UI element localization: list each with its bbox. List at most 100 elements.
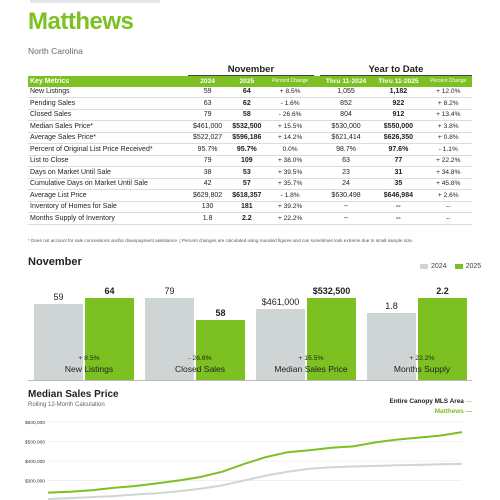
bar-cur bbox=[307, 298, 356, 380]
cell-gap bbox=[313, 86, 320, 98]
bar-prev bbox=[145, 298, 194, 380]
series-line-canopy bbox=[47, 462, 463, 500]
legend-canopy: Entire Canopy MLS Area — bbox=[389, 398, 472, 405]
cell-y24: -- bbox=[319, 212, 373, 225]
cell-gap bbox=[313, 97, 320, 110]
legend-2024: 2024 bbox=[420, 263, 447, 270]
cell-y24: 98.7% bbox=[319, 143, 373, 156]
cell-yp: -- bbox=[424, 212, 472, 225]
cell-label: List to Close bbox=[28, 155, 182, 167]
cell-gap bbox=[313, 201, 320, 213]
bar-value-label: 79 bbox=[164, 286, 175, 296]
bar-legend: 2024 2025 bbox=[420, 263, 481, 270]
cell-m25: 58 bbox=[227, 109, 267, 121]
cell-y24: 1,055 bbox=[319, 86, 373, 98]
cell-gap bbox=[182, 212, 188, 225]
cell-y25: -- bbox=[372, 212, 425, 225]
cell-m24: 63 bbox=[188, 97, 228, 110]
cell-y25: $646,984 bbox=[372, 189, 425, 202]
top-rule bbox=[30, 0, 160, 3]
bar-cur bbox=[196, 319, 245, 380]
cell-m24: 1.8 bbox=[188, 212, 228, 225]
cell-gap bbox=[182, 143, 188, 156]
cell-gap bbox=[182, 155, 188, 167]
cell-m25: $596,186 bbox=[227, 132, 267, 144]
cell-mp: + 39.2% bbox=[266, 201, 314, 213]
cell-y25: 77 bbox=[372, 155, 425, 167]
cell-m24: 79 bbox=[188, 155, 228, 167]
bar-value-label: 58 bbox=[215, 307, 226, 318]
bar-value-label: 1.8 bbox=[385, 300, 398, 311]
bar-prev bbox=[367, 312, 416, 380]
cell-mp: + 14.2% bbox=[266, 132, 314, 144]
cell-label: Inventory of Homes for Sale bbox=[28, 201, 182, 213]
bar-prev bbox=[256, 309, 305, 380]
cell-label: New Listings bbox=[28, 86, 182, 98]
table-row: Cumulative Days on Market Until Sale 42 57… bbox=[28, 178, 472, 190]
page-title: Matthews bbox=[28, 8, 134, 35]
cell-gap bbox=[313, 155, 320, 167]
series-line-matthews bbox=[47, 431, 463, 494]
col-thru-2025: Thru 11-2025 bbox=[372, 75, 425, 87]
bar-value-label: $532,500 bbox=[312, 286, 351, 296]
table-row: Average List Price $629,802 $618,357- 1.8%… bbox=[28, 189, 472, 202]
cell-yp: + 13.4% bbox=[424, 109, 472, 121]
cell-mp: + 39.5% bbox=[266, 166, 314, 179]
cell-m25: 64 bbox=[227, 86, 267, 98]
cell-m24: 95.7% bbox=[188, 143, 228, 156]
cell-gap bbox=[313, 143, 320, 156]
cell-m25: $532,500 bbox=[227, 120, 267, 133]
footnote: * Does not account for sale concessions … bbox=[28, 238, 414, 243]
cell-label: Median Sales Price* bbox=[28, 120, 182, 133]
cell-gap bbox=[182, 201, 188, 213]
group-ytd-header: Year to Date bbox=[319, 64, 472, 76]
cell-gap bbox=[182, 178, 188, 190]
bar-value-label: $461,000 bbox=[261, 297, 300, 307]
cell-y25: 922 bbox=[372, 97, 425, 110]
cell-mp: - 1.8% bbox=[266, 189, 314, 202]
cell-y24: -- bbox=[319, 201, 373, 213]
col-metric: Key Metrics bbox=[28, 75, 182, 87]
cell-m25: $618,357 bbox=[227, 189, 267, 202]
cell-mp: + 22.2% bbox=[266, 212, 314, 225]
cell-m24: 42 bbox=[188, 178, 228, 190]
cell-gap bbox=[182, 120, 188, 133]
cell-y24: 804 bbox=[319, 109, 373, 121]
cell-label: Closed Sales bbox=[28, 109, 182, 121]
cell-gap bbox=[313, 189, 320, 202]
cell-gap bbox=[182, 86, 188, 98]
bar-group-name: New Listings bbox=[64, 364, 114, 374]
cell-m24: 79 bbox=[188, 109, 228, 121]
table-row: Inventory of Homes for Sale 130 181 + 39.2%… bbox=[28, 201, 472, 213]
cell-gap bbox=[182, 132, 188, 144]
cell-mp: + 35.7% bbox=[266, 178, 314, 190]
cell-gap bbox=[313, 178, 320, 190]
cell-label: Cumulative Days on Market Until Sale bbox=[28, 178, 182, 190]
legend-2025: 2025 bbox=[454, 263, 481, 270]
bar-group-name: Closed Sales bbox=[174, 364, 226, 374]
cell-m24: $461,000 bbox=[188, 120, 228, 133]
y-tick-label: $500,000 bbox=[25, 440, 45, 446]
cell-yp: + 0.8% bbox=[424, 132, 472, 144]
col-2024: 2024 bbox=[188, 75, 228, 87]
cell-y25: $550,000 bbox=[372, 120, 425, 133]
cell-m25: 181 bbox=[227, 201, 267, 213]
table-row: Pending Sales 63 62- 1.6% 852 922 + 8.2% bbox=[28, 97, 472, 110]
cell-mp: + 38.0% bbox=[266, 155, 314, 167]
cell-yp: + 45.8% bbox=[424, 178, 472, 190]
cell-m25: 57 bbox=[227, 178, 267, 190]
page-subtitle: North Carolina bbox=[28, 46, 83, 56]
cell-m25: 2.2 bbox=[227, 212, 267, 225]
col-thru-2024: Thru 11-2024 bbox=[319, 75, 373, 87]
table-row: Average Sales Price* $522,027 $596,186 + 14… bbox=[28, 132, 472, 144]
cell-y25: 31 bbox=[372, 166, 425, 179]
bar-value-label: 64 bbox=[104, 286, 115, 296]
line-section-subtitle: Rolling 12-Month Calculation bbox=[28, 402, 105, 408]
cell-mp: 0.0% bbox=[266, 143, 314, 156]
cell-m25: 53 bbox=[227, 166, 267, 179]
cell-y25: 1,182 bbox=[372, 86, 425, 98]
cell-m24: 59 bbox=[188, 86, 228, 98]
cell-y24: 63 bbox=[319, 155, 373, 167]
bar-group-pct: + 15.5% bbox=[298, 355, 324, 362]
